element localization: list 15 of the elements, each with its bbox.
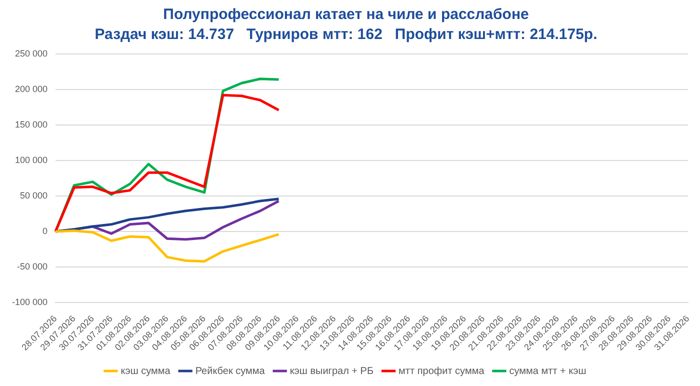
legend-label: кэш выиграл + РБ [290, 366, 374, 377]
chart-subtitle: Раздач кэш: 14.737 Турниров мтт: 162 Профит кэш+мтт: 214.175р. [94, 26, 598, 44]
y-tick-label: -100 000 [12, 296, 48, 307]
y-tick-label: 0 [42, 226, 48, 236]
legend-label: кэш сумма [120, 366, 171, 377]
y-tick-label: 150 000 [14, 119, 48, 130]
y-tick-label: 100 000 [14, 154, 48, 165]
y-tick-label: -50 000 [17, 261, 48, 272]
legend-label: Рейкбек сумма [195, 366, 266, 377]
y-tick-label: 200 000 [14, 84, 48, 94]
chart-title: Полупрофессионал катает на чиле и расслабоне [163, 6, 529, 24]
y-tick-label: 50 000 [20, 190, 48, 200]
legend-label: сумма мтт + кэш [509, 366, 586, 377]
y-tick-label: 250 000 [14, 48, 48, 58]
legend-label: мтт профит сумма [398, 366, 485, 377]
